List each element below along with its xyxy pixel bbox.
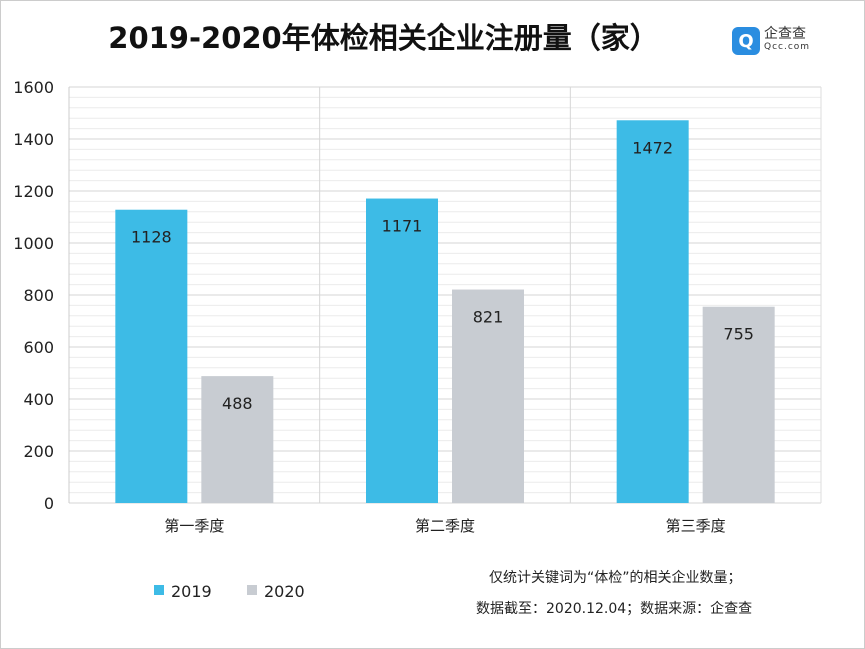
data-label: 1171: [382, 217, 423, 236]
y-tick-label: 1200: [13, 182, 54, 201]
logo-name: 企查查: [764, 26, 806, 42]
bar-2020: [452, 289, 524, 503]
bar-2019: [115, 209, 188, 503]
y-tick-label: 400: [23, 390, 54, 409]
footer-note-1: 仅统计关键词为“体检”的相关企业数量；: [489, 570, 742, 586]
x-tick-label: 第二季度: [415, 517, 475, 535]
chart-title: 2019-2020年体检相关企业注册量（家）: [1, 15, 864, 57]
legend-swatch-2020: [247, 585, 257, 595]
bar-2019: [616, 120, 689, 503]
y-tick-label: 600: [23, 338, 54, 357]
x-tick-label: 第三季度: [666, 517, 726, 535]
x-tick-label: 第一季度: [164, 517, 224, 535]
bar-2020: [201, 376, 274, 503]
legend-label: 2020: [264, 582, 305, 601]
data-label: 755: [723, 325, 754, 344]
y-tick-label: 200: [23, 442, 54, 461]
legend-label: 2019: [171, 582, 212, 601]
y-tick-label: 800: [23, 286, 54, 305]
footer-note-2: 数据截至：2020.12.04；数据来源：企查查: [476, 601, 753, 617]
bar-2019: [366, 198, 438, 504]
data-label: 1128: [131, 228, 172, 247]
qcc-logo: Q 企查查 Qcc.com: [732, 27, 810, 55]
y-tick-label: 1400: [13, 130, 54, 149]
bar-2020: [702, 306, 775, 503]
qcc-logo-icon: Q: [732, 27, 760, 55]
data-label: 1472: [632, 138, 673, 157]
legend-swatch-2019: [154, 585, 164, 595]
data-label: 821: [473, 308, 504, 327]
y-tick-label: 0: [44, 494, 54, 513]
title-text: 2019-2020年体检相关企业注册量（家）: [108, 21, 659, 55]
logo-domain: Qcc.com: [764, 42, 811, 52]
data-label: 488: [222, 394, 253, 413]
y-tick-label: 1600: [13, 78, 54, 97]
y-tick-label: 1000: [13, 234, 54, 253]
